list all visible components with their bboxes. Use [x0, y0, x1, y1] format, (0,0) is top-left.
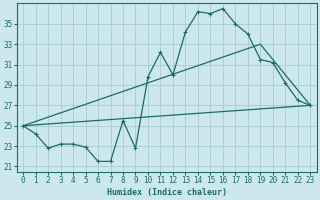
X-axis label: Humidex (Indice chaleur): Humidex (Indice chaleur): [107, 188, 227, 197]
